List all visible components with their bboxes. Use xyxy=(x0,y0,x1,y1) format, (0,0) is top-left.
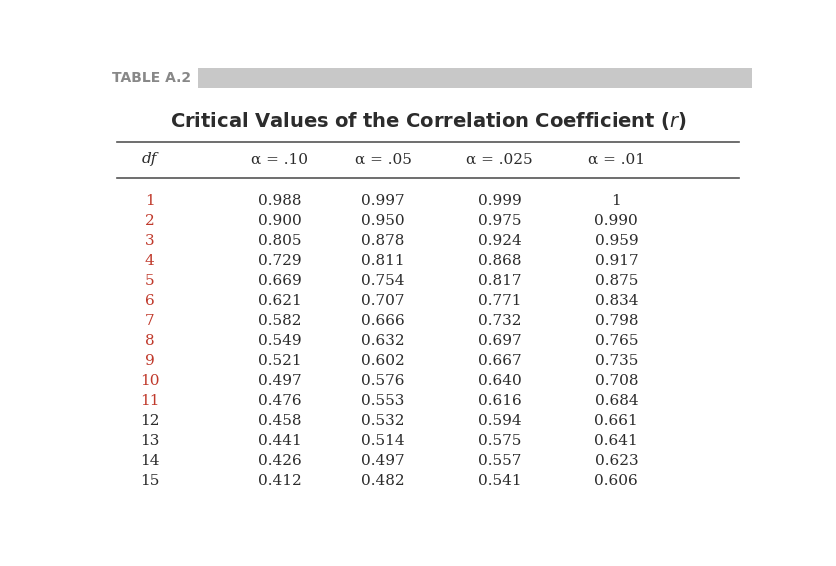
Text: 0.950: 0.950 xyxy=(361,215,405,228)
Text: 8: 8 xyxy=(145,335,155,348)
Text: α = .025: α = .025 xyxy=(466,152,533,166)
Text: 0.602: 0.602 xyxy=(361,354,405,368)
FancyBboxPatch shape xyxy=(198,68,752,88)
Text: 7: 7 xyxy=(145,314,155,328)
Text: 0.582: 0.582 xyxy=(257,314,301,328)
Text: 0.606: 0.606 xyxy=(594,474,638,488)
Text: 0.553: 0.553 xyxy=(361,394,405,408)
Text: 0.458: 0.458 xyxy=(257,414,301,428)
Text: 0.666: 0.666 xyxy=(361,314,405,328)
Text: 14: 14 xyxy=(140,454,160,468)
Text: 0.732: 0.732 xyxy=(478,314,522,328)
Text: 0.532: 0.532 xyxy=(361,414,405,428)
Text: 0.707: 0.707 xyxy=(361,294,405,308)
Text: 0.476: 0.476 xyxy=(257,394,301,408)
Text: 9: 9 xyxy=(145,354,155,368)
Text: 11: 11 xyxy=(140,394,160,408)
Text: 0.557: 0.557 xyxy=(478,454,522,468)
Text: 0.878: 0.878 xyxy=(361,234,405,248)
Text: 0.594: 0.594 xyxy=(478,414,522,428)
Text: 0.875: 0.875 xyxy=(594,275,638,288)
Text: 0.521: 0.521 xyxy=(257,354,301,368)
Text: 0.576: 0.576 xyxy=(361,374,405,388)
Text: 0.735: 0.735 xyxy=(594,354,638,368)
Text: 0.834: 0.834 xyxy=(594,294,638,308)
Text: 0.868: 0.868 xyxy=(478,254,522,268)
Text: 0.729: 0.729 xyxy=(257,254,301,268)
Text: 0.817: 0.817 xyxy=(478,275,522,288)
Text: α = .05: α = .05 xyxy=(354,152,411,166)
Text: 0.697: 0.697 xyxy=(478,335,522,348)
Text: 1: 1 xyxy=(145,194,155,208)
Text: 0.805: 0.805 xyxy=(257,234,301,248)
Text: 15: 15 xyxy=(140,474,160,488)
Text: 6: 6 xyxy=(145,294,155,308)
Text: 0.917: 0.917 xyxy=(594,254,638,268)
Text: 13: 13 xyxy=(140,434,160,448)
Text: 0.632: 0.632 xyxy=(361,335,405,348)
Text: 0.997: 0.997 xyxy=(361,194,405,208)
Text: 0.641: 0.641 xyxy=(594,434,638,448)
Text: 0.754: 0.754 xyxy=(361,275,405,288)
Text: 0.811: 0.811 xyxy=(361,254,405,268)
Text: 0.441: 0.441 xyxy=(257,434,301,448)
Text: 0.549: 0.549 xyxy=(257,335,301,348)
Text: 0.575: 0.575 xyxy=(478,434,522,448)
Text: 0.616: 0.616 xyxy=(478,394,522,408)
Text: 0.798: 0.798 xyxy=(594,314,638,328)
Text: 0.959: 0.959 xyxy=(594,234,638,248)
Text: 0.621: 0.621 xyxy=(257,294,301,308)
Text: 0.541: 0.541 xyxy=(478,474,522,488)
Text: 0.661: 0.661 xyxy=(594,414,638,428)
Text: 0.924: 0.924 xyxy=(478,234,522,248)
Text: 4: 4 xyxy=(145,254,155,268)
Text: 0.684: 0.684 xyxy=(594,394,638,408)
Text: α = .10: α = .10 xyxy=(251,152,308,166)
Text: 0.412: 0.412 xyxy=(257,474,301,488)
Text: 0.990: 0.990 xyxy=(594,215,638,228)
Text: 0.497: 0.497 xyxy=(257,374,301,388)
Text: 2: 2 xyxy=(145,215,155,228)
Text: 0.765: 0.765 xyxy=(594,335,638,348)
Text: 0.999: 0.999 xyxy=(478,194,522,208)
Text: 10: 10 xyxy=(140,374,160,388)
Text: 0.482: 0.482 xyxy=(361,474,405,488)
Text: 12: 12 xyxy=(140,414,160,428)
Text: 0.426: 0.426 xyxy=(257,454,301,468)
Text: 0.975: 0.975 xyxy=(478,215,522,228)
Text: 0.669: 0.669 xyxy=(257,275,301,288)
Text: 3: 3 xyxy=(145,234,155,248)
Text: 0.708: 0.708 xyxy=(594,374,638,388)
Text: 5: 5 xyxy=(145,275,155,288)
Text: 0.514: 0.514 xyxy=(361,434,405,448)
Text: 0.988: 0.988 xyxy=(257,194,301,208)
Text: 0.640: 0.640 xyxy=(478,374,522,388)
Text: α = .01: α = .01 xyxy=(588,152,645,166)
Text: 0.771: 0.771 xyxy=(478,294,522,308)
Text: 0.667: 0.667 xyxy=(478,354,522,368)
Text: df: df xyxy=(142,152,157,166)
Text: $\mathbf{Critical\ Values\ of\ the\ Correlation\ Coefficient\ (}$$\mathit{r}$$\m: $\mathbf{Critical\ Values\ of\ the\ Corr… xyxy=(170,110,687,132)
Text: TABLE A.2: TABLE A.2 xyxy=(112,71,191,85)
Text: 1: 1 xyxy=(611,194,621,208)
Text: 0.623: 0.623 xyxy=(594,454,638,468)
Text: 0.900: 0.900 xyxy=(257,215,301,228)
Text: 0.497: 0.497 xyxy=(361,454,405,468)
